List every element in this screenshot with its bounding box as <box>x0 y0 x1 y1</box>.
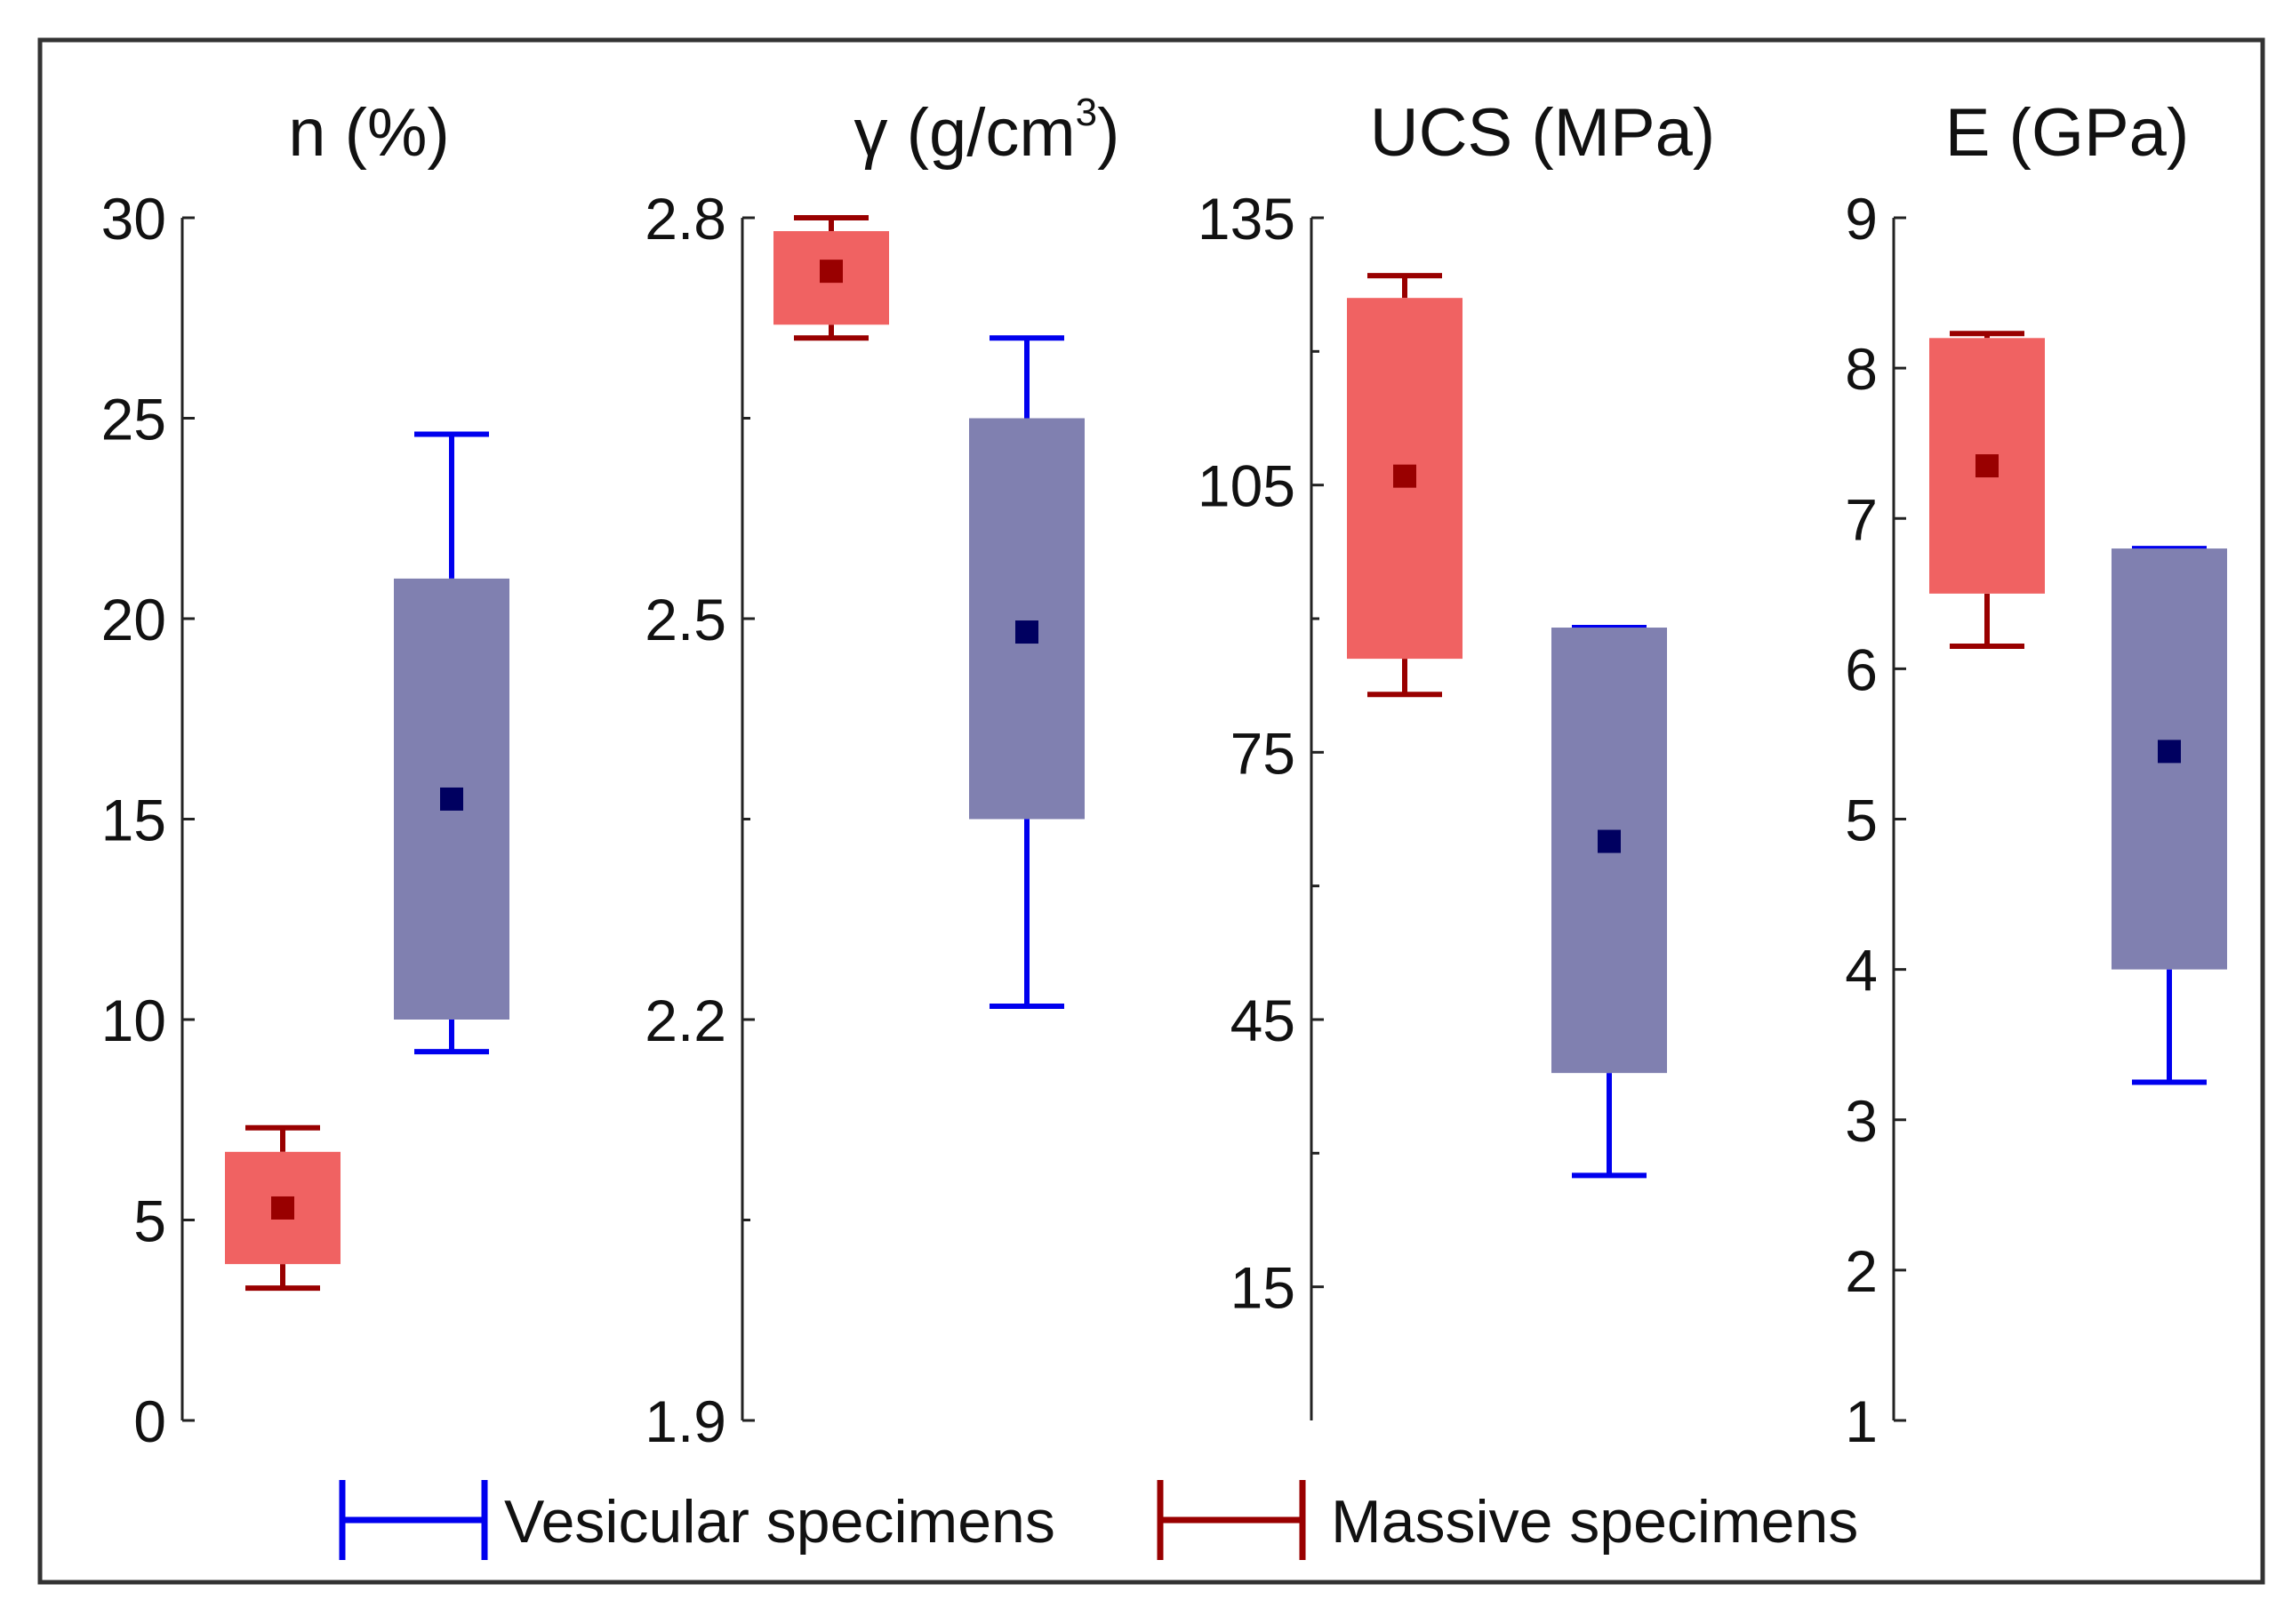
median-marker <box>1598 829 1621 853</box>
panel-1: n (%) 0 5 10 15 20 25 30 <box>101 95 509 1454</box>
y-tick-label: 105 <box>1198 453 1295 519</box>
panel-title-superscript: 3 <box>1076 91 1097 134</box>
median-marker <box>271 1196 294 1220</box>
panel-title: n (%) <box>288 95 450 171</box>
y-tick-label: 135 <box>1198 186 1295 252</box>
y-tick-label: 1.9 <box>645 1388 726 1454</box>
box-massive <box>1929 331 2045 650</box>
panel-title: E (GPa) <box>1945 95 2190 171</box>
box-massive <box>225 1124 341 1292</box>
y-tick-label: 2.8 <box>645 186 726 252</box>
y-tick-label: 15 <box>101 788 166 853</box>
legend: Vesicular specimens Massive specimens <box>339 1480 1858 1560</box>
panel-title-main: n (%) <box>288 95 450 171</box>
median-marker <box>1975 454 1999 478</box>
box-vesicular <box>1551 625 1667 1179</box>
y-tick-label: 6 <box>1845 636 1878 702</box>
box-vesicular <box>969 335 1085 1009</box>
y-tick-label: 20 <box>101 587 166 652</box>
panel-title-main: E (GPa) <box>1945 95 2190 171</box>
median-marker <box>820 260 843 284</box>
panel-title: γ (g/cm3) <box>854 91 1120 171</box>
panel-3: UCS (MPa) 15 45 75 105 135 <box>1198 95 1715 1420</box>
y-tick-label: 7 <box>1845 486 1878 552</box>
box-vesicular <box>2112 546 2227 1085</box>
y-tick-label: 9 <box>1845 186 1878 252</box>
y-tick-label: 30 <box>101 186 166 252</box>
y-tick-label: 8 <box>1845 336 1878 402</box>
panel-title: UCS (MPa) <box>1370 95 1715 171</box>
median-marker <box>1393 464 1416 488</box>
y-tick-label: 1 <box>1845 1388 1878 1454</box>
panel-4: E (GPa) 1 2 3 4 5 6 7 8 9 <box>1845 95 2227 1454</box>
y-tick-label: 0 <box>133 1388 166 1454</box>
panel-title-tail: ) <box>1097 95 1119 171</box>
panel-2: γ (g/cm3) 1.9 2.2 2.5 2.8 <box>645 91 1119 1454</box>
y-tick-label: 2 <box>1845 1238 1878 1304</box>
iqr-box <box>969 418 1085 820</box>
figure-frame <box>37 37 2265 1585</box>
median-marker <box>440 787 463 811</box>
panel-title-main: γ (g/cm <box>854 95 1076 171</box>
y-tick-label: 10 <box>101 988 166 1053</box>
y-tick-label: 25 <box>101 387 166 452</box>
legend-massive-label: Massive specimens <box>1331 1488 1858 1556</box>
median-marker <box>1015 620 1038 644</box>
legend-vesicular-label: Vesicular specimens <box>504 1488 1055 1556</box>
y-tick-label: 5 <box>1845 788 1878 853</box>
box-massive <box>773 215 889 341</box>
box-vesicular <box>394 431 509 1055</box>
y-tick-label: 3 <box>1845 1088 1878 1154</box>
legend-vesicular-marker <box>339 1480 488 1560</box>
y-tick-label: 45 <box>1230 988 1295 1053</box>
median-marker <box>2158 740 2181 764</box>
y-tick-label: 2.2 <box>645 988 726 1053</box>
y-tick-label: 15 <box>1230 1255 1295 1321</box>
legend-massive-marker <box>1157 1480 1306 1560</box>
y-tick-label: 75 <box>1230 720 1295 786</box>
y-tick-label: 2.5 <box>645 587 726 652</box>
y-tick-label: 4 <box>1845 938 1878 1004</box>
y-tick-label: 5 <box>133 1188 166 1254</box>
panel-title-main: UCS (MPa) <box>1370 95 1715 171</box>
box-massive <box>1347 273 1463 698</box>
